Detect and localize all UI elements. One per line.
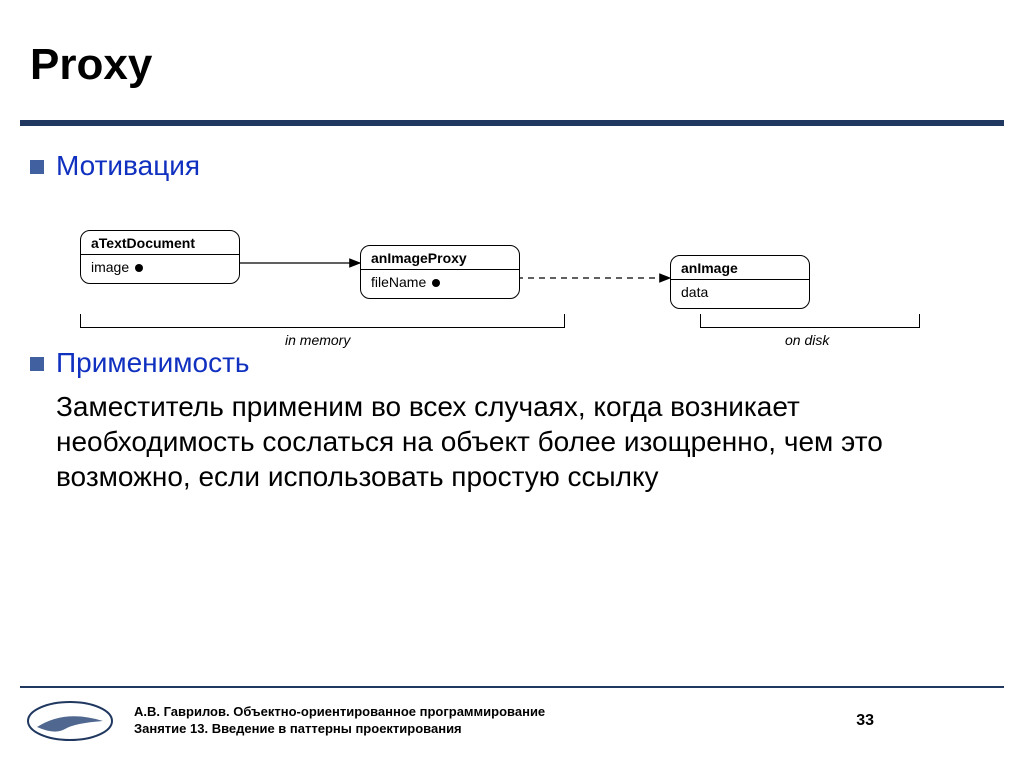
section-motivation: Мотивация — [30, 150, 990, 182]
bracket-label: in memory — [285, 332, 350, 348]
bracket-disk — [700, 310, 920, 328]
bracket-memory — [80, 310, 565, 328]
slide-title: Proxy — [30, 40, 152, 90]
uml-field: data — [671, 280, 809, 308]
footer-text: А.В. Гаврилов. Объектно-ориентированное … — [134, 704, 545, 738]
uml-field: fileName — [361, 270, 519, 298]
uml-title: anImage — [671, 256, 809, 280]
footer: А.В. Гаврилов. Объектно-ориентированное … — [20, 693, 1004, 748]
title-rule — [20, 120, 1004, 126]
logo-icon — [20, 696, 120, 746]
reference-dot-icon — [432, 279, 440, 287]
reference-dot-icon — [135, 264, 143, 272]
uml-field: image — [81, 255, 239, 283]
uml-title: aTextDocument — [81, 231, 239, 255]
bullet-icon — [30, 160, 44, 174]
footer-rule — [20, 686, 1004, 688]
uml-box-proxy: anImageProxy fileName — [360, 245, 520, 299]
bullet-icon — [30, 357, 44, 371]
uml-title: anImageProxy — [361, 246, 519, 270]
bracket-label: on disk — [785, 332, 829, 348]
section-body: Заместитель применим во всех случаях, ко… — [56, 389, 990, 494]
uml-box-image: anImage data — [670, 255, 810, 309]
page-number: 33 — [856, 712, 874, 730]
uml-diagram: aTextDocument image anImageProxy fileNam… — [60, 220, 980, 390]
uml-box-textdoc: aTextDocument image — [80, 230, 240, 284]
section-heading: Мотивация — [56, 150, 200, 182]
